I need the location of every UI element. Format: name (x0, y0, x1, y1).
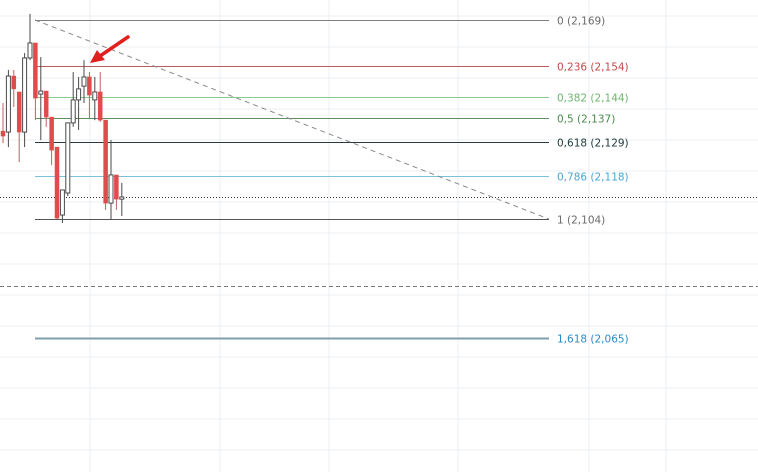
candles (0, 13, 125, 224)
candle-up (108, 174, 114, 204)
fib-level-label: 0,5 (2,137) (557, 114, 615, 126)
candle-down (43, 90, 49, 118)
candle-up (81, 76, 87, 87)
fibonacci-retracement[interactable]: 0 (2,169) 0,236 (2,154) 0,382 (2,144) 0,5 (… (34, 16, 629, 346)
candle-down (54, 146, 60, 219)
fib-level-label: 0,786 (2,118) (557, 172, 629, 184)
candle-up (38, 90, 44, 95)
candle-up (92, 91, 98, 101)
arrow-head-icon (90, 50, 105, 63)
candle-up (27, 42, 33, 59)
candle-up (70, 99, 76, 124)
fib-level-label: 0,382 (2,144) (557, 93, 629, 105)
fib-level-label: 0,236 (2,154) (557, 62, 629, 74)
candle-down (49, 116, 54, 151)
candle-up (119, 196, 125, 200)
arrow-icon (98, 35, 130, 58)
annotations (90, 35, 130, 63)
candle-down (33, 42, 38, 99)
candle-up (5, 75, 11, 133)
candle-up (59, 189, 65, 216)
candle-up (22, 57, 28, 133)
candle-down (97, 91, 103, 121)
candle-down (16, 91, 22, 133)
candle-down (103, 119, 108, 204)
candle-up (76, 88, 82, 101)
candle-down (11, 75, 17, 90)
candle-down (87, 76, 92, 96)
candle-up (65, 122, 71, 194)
fib-level-label: 0 (2,169) (557, 16, 605, 28)
fib-level-label: 0,618 (2,129) (557, 138, 629, 150)
fib-level-label: 1 (2,104) (557, 215, 605, 227)
candle-down (0, 130, 6, 137)
candle-down (114, 174, 119, 200)
fib-level-label: 1,618 (2,065) (557, 334, 629, 346)
fib-trendline (34, 19, 550, 220)
